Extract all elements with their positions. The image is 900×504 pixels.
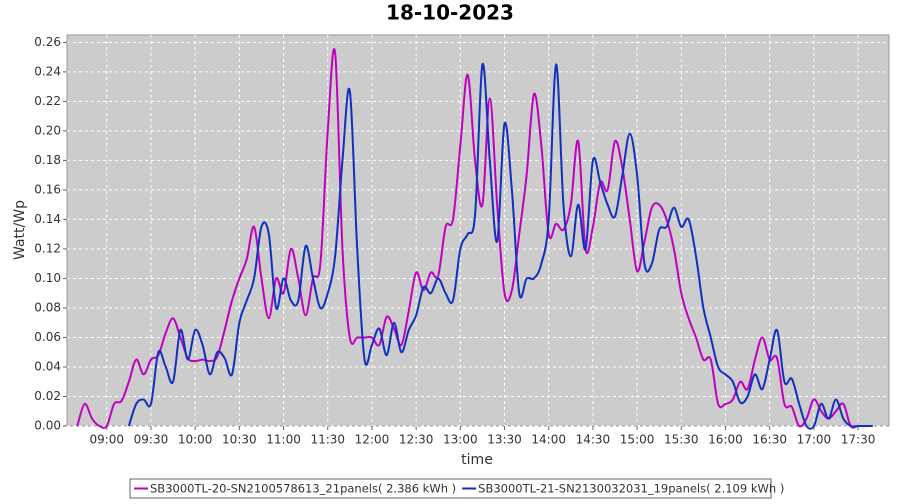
x-tick-label: 13:30 xyxy=(487,433,522,447)
legend-label: SB3000TL-20-SN2100578613_21panels( 2.386… xyxy=(150,482,456,496)
y-tick-label: 0.26 xyxy=(34,35,61,49)
legend-box xyxy=(129,478,772,499)
x-tick-label: 10:30 xyxy=(222,433,257,447)
y-axis-title: Watt/Wp xyxy=(12,200,28,260)
y-tick-label: 0.10 xyxy=(34,271,61,285)
y-tick-label: 0.02 xyxy=(34,389,61,403)
x-tick-label: 11:00 xyxy=(266,433,301,447)
x-tick-label: 17:00 xyxy=(797,433,832,447)
y-tick-label: 0.04 xyxy=(34,359,61,373)
chart-title: 18-10-2023 xyxy=(386,1,514,25)
x-tick-label: 14:00 xyxy=(531,433,566,447)
x-tick-label: 10:00 xyxy=(178,433,213,447)
y-tick-label: 0.22 xyxy=(34,94,61,108)
y-tick-label: 0.12 xyxy=(34,241,61,255)
y-tick-label: 0.00 xyxy=(34,419,61,433)
y-tick-label: 0.14 xyxy=(34,212,61,226)
x-tick-label: 16:30 xyxy=(752,433,787,447)
x-tick-label: 14:30 xyxy=(576,433,611,447)
x-tick-label: 15:00 xyxy=(620,433,655,447)
y-tick-label: 0.20 xyxy=(34,123,61,137)
x-tick-label: 17:30 xyxy=(841,433,876,447)
x-tick-label: 12:00 xyxy=(355,433,390,447)
x-tick-label: 13:00 xyxy=(443,433,478,447)
x-tick-label: 11:30 xyxy=(310,433,345,447)
y-tick-label: 0.06 xyxy=(34,330,61,344)
y-tick-label: 0.16 xyxy=(34,182,61,196)
x-tick-label: 15:30 xyxy=(664,433,699,447)
series-line xyxy=(76,48,866,429)
y-tick-label: 0.08 xyxy=(34,300,61,314)
x-tick-label: 16:00 xyxy=(708,433,743,447)
series-line xyxy=(127,63,873,430)
y-tick-label: 0.18 xyxy=(34,153,61,167)
y-tick-label: 0.24 xyxy=(34,64,61,78)
x-tick-label: 09:30 xyxy=(134,433,169,447)
legend-label: SB3000TL-21-SN2130032031_19panels( 2.109… xyxy=(478,482,784,496)
x-tick-label: 09:00 xyxy=(89,433,124,447)
x-axis-title: time xyxy=(461,452,493,468)
x-tick-label: 12:30 xyxy=(399,433,434,447)
